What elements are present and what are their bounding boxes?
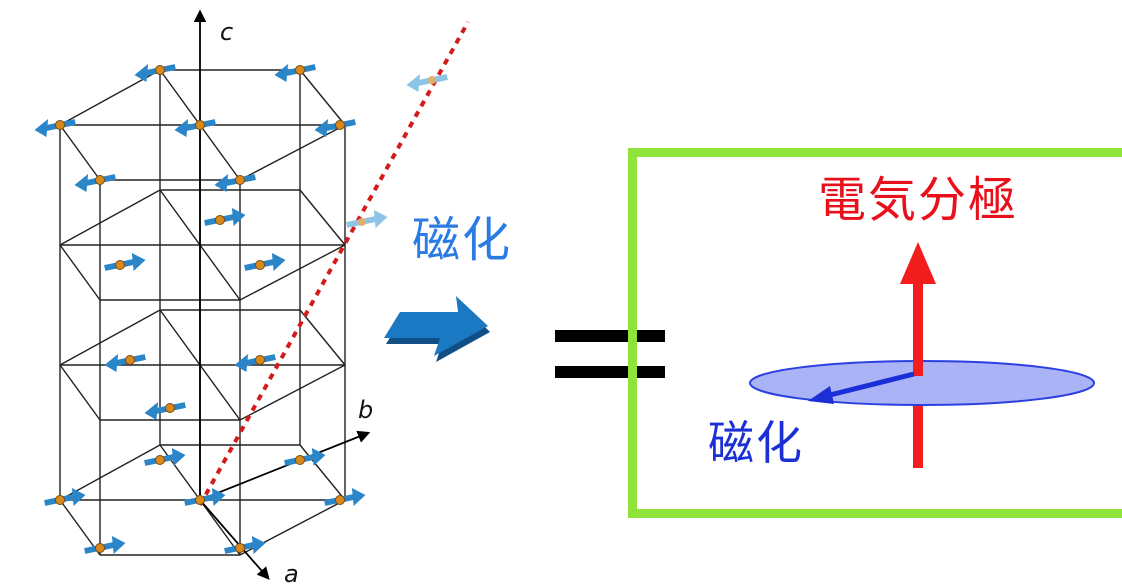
lattice-edge <box>59 364 101 421</box>
lattice-edge <box>59 189 161 246</box>
spin-arrow <box>84 536 126 554</box>
electric-polarization-label: 電気分極 <box>818 172 1019 228</box>
magnetization-label: 磁化 <box>412 212 513 268</box>
polarization-arrow-shaft <box>913 280 923 376</box>
spin-arrow <box>244 253 286 271</box>
axis-label-a: a <box>284 560 299 587</box>
lattice-lines <box>59 69 346 556</box>
lattice-edge <box>299 309 346 366</box>
spin-arrows <box>34 64 448 554</box>
lattice-edge <box>299 189 346 246</box>
axis-a <box>199 499 270 580</box>
transform-arrow-icon <box>384 296 490 362</box>
right-panel-frame <box>628 148 1122 518</box>
dashed-symmetry-line <box>198 21 470 506</box>
spin-arrow <box>346 210 388 228</box>
equals-sign-icon <box>555 330 665 380</box>
spin-vector-head <box>808 386 834 404</box>
spin-arrow <box>314 119 356 137</box>
spin-arrow <box>104 253 146 271</box>
spin-arrow <box>184 488 226 506</box>
axis-b <box>199 430 371 501</box>
spin-polarization-diagram <box>749 242 1095 468</box>
spin-arrow <box>234 354 276 372</box>
spin-arrow <box>144 402 186 420</box>
spin-arrow <box>174 119 216 137</box>
crystal-axes <box>193 9 371 580</box>
lattice-edge <box>299 69 346 126</box>
lattice-edge <box>239 124 346 181</box>
polarization-arrow-head <box>900 242 936 284</box>
spin-arrow <box>204 208 246 226</box>
spin-vector <box>825 371 915 399</box>
spin-arrow <box>104 354 146 372</box>
lattice-edge <box>239 364 346 421</box>
lattice-edge <box>59 124 101 181</box>
spin-magnetization-label: 磁化 <box>708 416 804 470</box>
spin-arrow <box>44 488 86 506</box>
lattice-edge <box>59 309 161 366</box>
spin-arrow <box>214 174 256 192</box>
lattice-edge <box>59 499 101 556</box>
spin-arrow <box>134 64 176 82</box>
polarization-arrow-tail <box>913 380 923 468</box>
spin-arrow <box>34 119 76 137</box>
spin-arrow <box>74 174 116 192</box>
crystal-lattice-diagram: c b a <box>34 9 470 587</box>
spin-arrow <box>274 64 316 82</box>
lattice-edge <box>239 244 346 301</box>
lattice-edge <box>59 244 101 301</box>
spin-arrow <box>284 448 326 466</box>
spin-arrow <box>144 448 186 466</box>
axis-label-b: b <box>358 396 373 424</box>
lattice-edge <box>299 444 346 501</box>
spin-arrow <box>406 74 448 92</box>
spin-arrow <box>324 488 366 506</box>
axis-label-c: c <box>220 18 233 46</box>
spin-arrow <box>224 536 266 554</box>
